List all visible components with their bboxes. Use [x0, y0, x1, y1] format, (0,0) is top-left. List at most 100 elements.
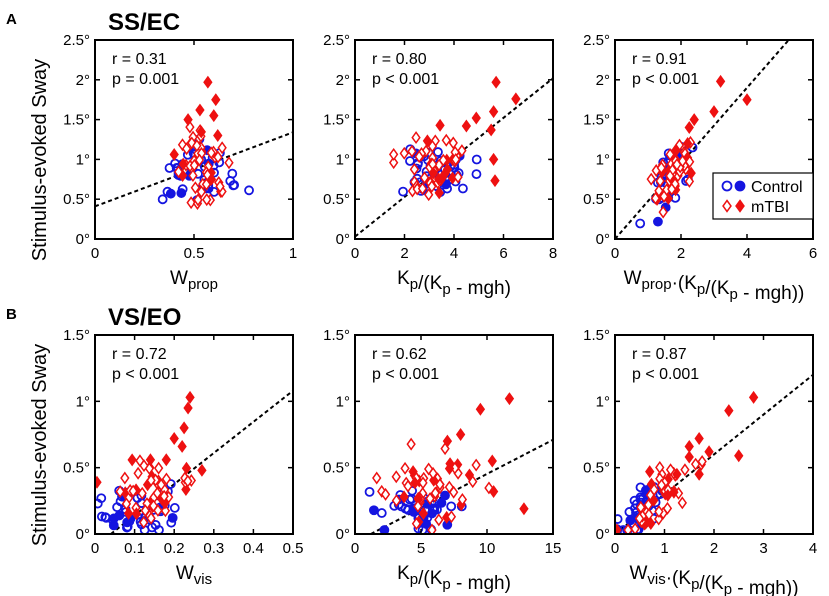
mtbi-point — [139, 515, 149, 529]
mtbi-point — [128, 484, 138, 498]
x-axis-label-part: /(K — [705, 278, 730, 299]
control-point — [635, 218, 646, 229]
mtbi-point — [643, 498, 654, 512]
mtbi-point — [684, 439, 694, 453]
mtbi-point — [186, 196, 196, 210]
control-point — [157, 194, 168, 205]
mtbi-point — [418, 506, 429, 520]
control-point — [653, 216, 663, 227]
x-tick-label: 6 — [809, 245, 817, 262]
mtbi-point — [519, 502, 529, 516]
x-tick-label: 0 — [611, 540, 619, 557]
x-axis-label-part: ·(K — [666, 568, 692, 589]
control-point — [433, 147, 443, 157]
x-tick-label: 0.5 — [283, 540, 304, 557]
panel-1-2: 0 1 2 3 4 0° 0.5° 1° 1.5° r = 0.87 p < 0.001 Wvis·(… — [583, 327, 817, 596]
data-layer — [364, 392, 553, 534]
y-tick-label: 1.5° — [63, 327, 90, 344]
control-point — [369, 505, 379, 516]
y-tick-label: 0° — [76, 231, 90, 248]
y-tick-label: 1° — [336, 151, 350, 168]
mtbi-point — [120, 471, 130, 485]
data-layer — [615, 374, 813, 534]
mtbi-point — [724, 404, 734, 418]
mtbi-point — [177, 439, 187, 453]
mtbi-point — [403, 479, 413, 493]
mtbi-point — [680, 463, 690, 477]
y-tick-label: 0.5° — [323, 460, 350, 477]
x-axis-label-part: /(K — [699, 573, 724, 594]
mtbi-point — [187, 136, 197, 150]
mtbi-point — [646, 516, 656, 530]
mtbi-point — [748, 390, 759, 404]
control-point — [379, 525, 390, 534]
y-tick-label: 1° — [596, 393, 610, 410]
mtbi-point — [161, 453, 171, 467]
mtbi-point — [665, 169, 675, 183]
mtbi-point — [623, 523, 633, 534]
mtbi-point — [435, 118, 445, 132]
mtbi-point — [419, 171, 430, 185]
mtbi-point — [206, 146, 216, 160]
mtbi-point — [686, 166, 696, 180]
panel-letter-a: A — [6, 11, 17, 28]
mtbi-point — [424, 188, 434, 202]
control-point — [432, 504, 442, 515]
mtbi-point — [650, 191, 661, 205]
x-axis-label-part: ·(K — [672, 273, 698, 294]
mtbi-point — [434, 186, 444, 200]
mtbi-point — [677, 496, 687, 510]
p-value-label: p = 0.001 — [112, 71, 179, 88]
mtbi-point — [160, 496, 170, 510]
mtbi-point — [137, 486, 147, 500]
x-tick-label: 4 — [743, 245, 751, 262]
mtbi-point — [684, 155, 695, 169]
control-point — [244, 185, 254, 196]
mtbi-point — [190, 181, 201, 195]
control-point — [615, 514, 623, 524]
y-tick-label: 0.5° — [323, 191, 350, 208]
r-value-label: r = 0.91 — [632, 51, 687, 68]
mtbi-point — [697, 455, 707, 469]
mtbi-point — [694, 431, 704, 445]
y-tick-label: 2.5° — [63, 32, 90, 49]
mtbi-point — [380, 487, 391, 501]
x-axis-label-subscript: p — [442, 576, 450, 593]
mtbi-point — [408, 465, 418, 479]
mtbi-point — [654, 512, 664, 526]
x-axis-label-part: W — [170, 268, 188, 289]
x-axis-label-part: - mgh)) — [732, 578, 799, 596]
mtbi-point — [388, 156, 399, 170]
mtbi-point — [690, 457, 701, 471]
y-tick-label: 2° — [76, 72, 90, 89]
mtbi-point — [615, 523, 622, 534]
control-point — [427, 504, 438, 514]
x-axis-label-part: W — [176, 563, 194, 584]
panel-letter-b: B — [6, 306, 17, 323]
mtbi-point — [634, 512, 645, 526]
x-axis-label: Kp/(Kp - mgh) — [397, 563, 511, 594]
x-tick-label: 0.1 — [124, 540, 145, 557]
r-value-label: r = 0.72 — [112, 346, 167, 363]
mtbi-point — [146, 511, 156, 525]
mtbi-point — [433, 172, 444, 186]
mtbi-point — [161, 472, 172, 486]
mtbi-point — [177, 138, 188, 152]
mtbi-point — [391, 494, 402, 508]
mtbi-point — [428, 166, 438, 180]
mtbi-point — [667, 182, 677, 196]
mtbi-point — [209, 109, 219, 123]
mtbi-point — [372, 471, 382, 485]
mtbi-point — [159, 489, 169, 503]
panel-0-0: 0 0.5 1 0° 0.5° 1° 1.5° 2° 2.5° r = 0.31 p = 0.001… — [63, 32, 297, 293]
control-point — [177, 184, 188, 195]
x-tick-label: 0 — [351, 245, 359, 262]
mtbi-point — [471, 458, 481, 472]
legend-mtbi-open-icon — [722, 199, 732, 213]
control-point — [100, 512, 111, 523]
mtbi-point — [153, 503, 163, 517]
mtbi-point — [95, 475, 102, 489]
mtbi-point — [671, 143, 681, 157]
mtbi-point — [441, 133, 451, 147]
mtbi-point — [131, 507, 142, 521]
